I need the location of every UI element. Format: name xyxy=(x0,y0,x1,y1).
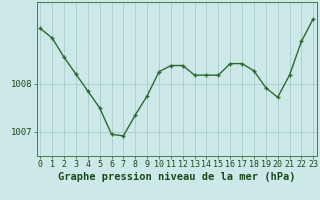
X-axis label: Graphe pression niveau de la mer (hPa): Graphe pression niveau de la mer (hPa) xyxy=(58,172,296,182)
